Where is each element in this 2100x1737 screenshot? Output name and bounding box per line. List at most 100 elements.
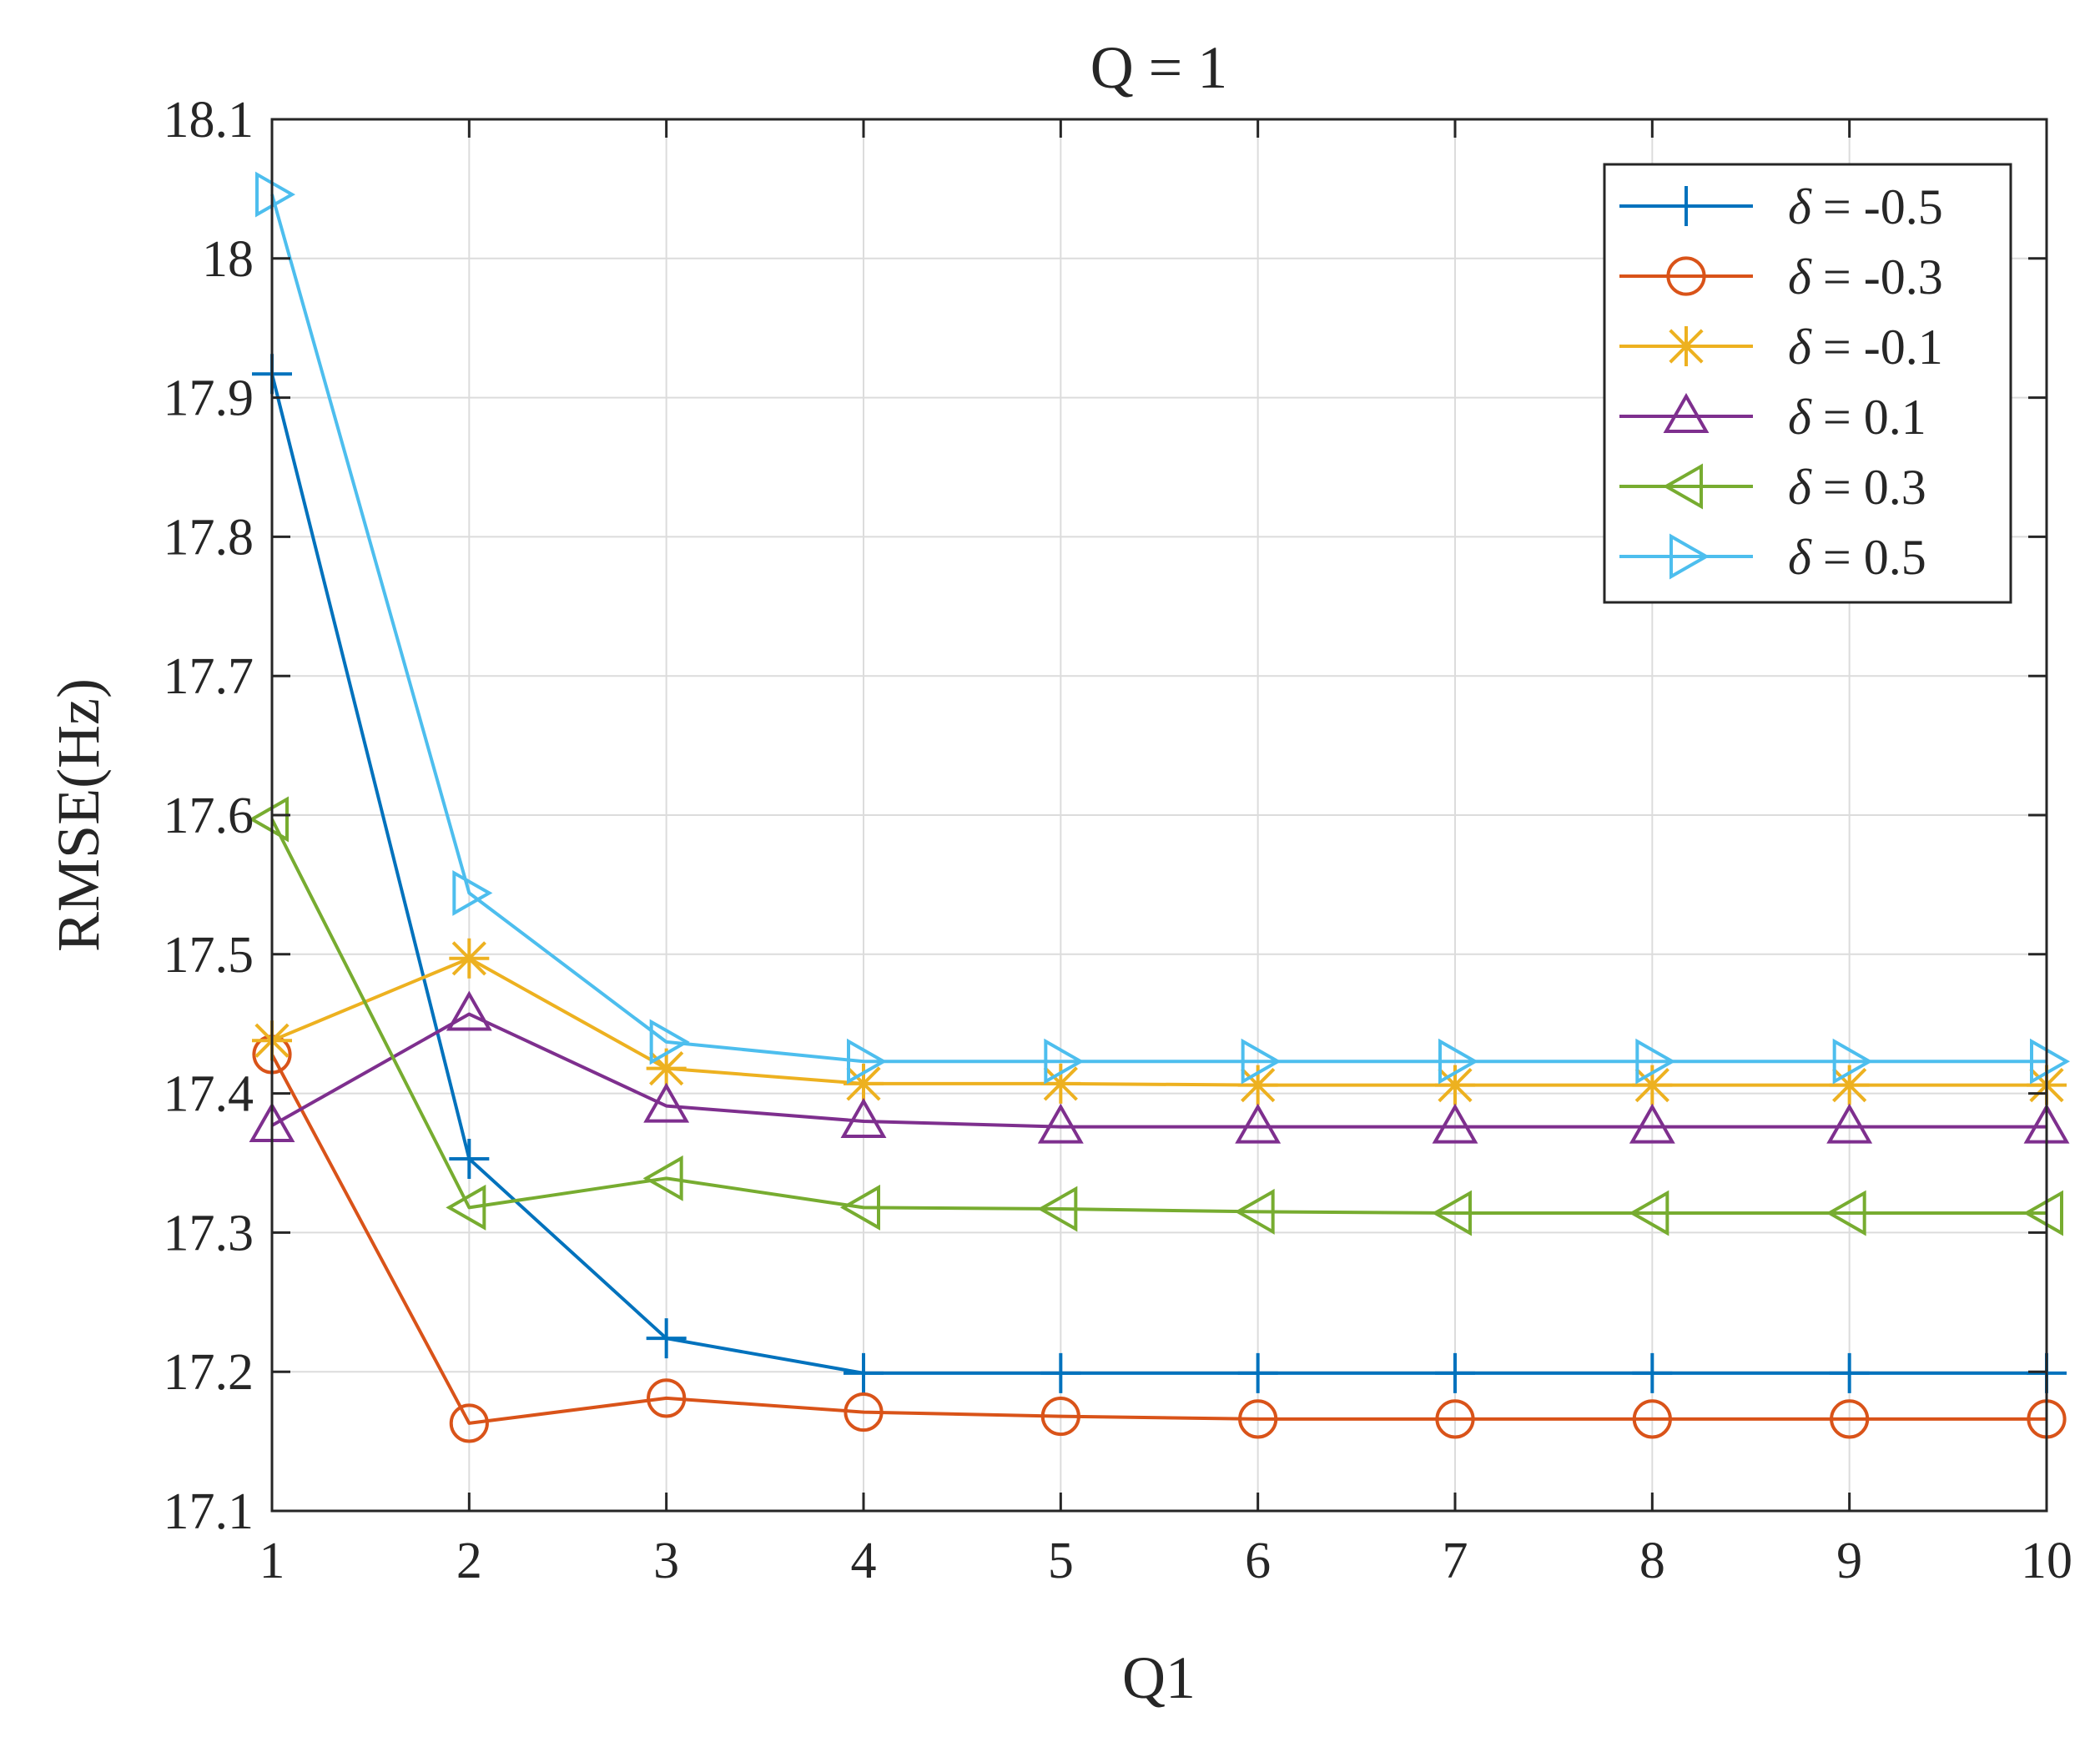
- legend-delta-symbol: δ: [1788, 320, 1812, 375]
- data-point: [1826, 1103, 1873, 1144]
- legend-item: δ = 0.1: [1619, 390, 1926, 445]
- data-point: [1040, 1352, 1081, 1393]
- x-tick-label: 4: [851, 1533, 877, 1589]
- legend-item: δ = 0.3: [1619, 460, 1926, 515]
- data-point: [1629, 1190, 1669, 1236]
- data-point: [1832, 1038, 1873, 1085]
- legend-label: δ = 0.1: [1788, 390, 1926, 445]
- data-point: [1632, 1352, 1673, 1393]
- data-point: [1829, 1352, 1870, 1393]
- legend-box: [1603, 163, 2012, 604]
- series-0: [252, 354, 2067, 1393]
- data-point: [1435, 1399, 1475, 1439]
- ticks: 1 2 3 4 5 6 7 8 9 10 17.1 17.2 17.3 17.4 17.5 17.6 17.7 1…: [164, 92, 2073, 1589]
- data-point: [1040, 1063, 1081, 1104]
- data-point: [646, 1318, 687, 1359]
- x-tick-label: 2: [456, 1533, 482, 1589]
- data-point: [839, 1184, 880, 1231]
- y-tick-label: 17.3: [164, 1205, 254, 1261]
- data-point: [647, 1378, 687, 1418]
- legend-delta-symbol: δ: [1788, 460, 1812, 515]
- series-5: [255, 171, 2071, 1085]
- legend-label: δ = -0.3: [1788, 249, 1943, 305]
- legend-item: δ = -0.3: [1619, 249, 1943, 305]
- legend-item: δ = -0.5: [1619, 179, 1943, 234]
- legend-delta-symbol: δ: [1788, 530, 1812, 585]
- data-point: [844, 1063, 884, 1104]
- chart-title: Q = 1: [1090, 34, 1228, 101]
- legend-delta-value: = -0.1: [1823, 320, 1943, 375]
- legend-label: δ = 0.3: [1788, 460, 1926, 515]
- series-line: [270, 818, 2047, 1216]
- y-tick-label: 17.6: [164, 788, 254, 844]
- data-point: [1040, 1396, 1080, 1437]
- legend-delta-symbol: δ: [1788, 179, 1812, 234]
- data-point: [649, 1019, 690, 1065]
- series-3: [249, 990, 2070, 1144]
- y-tick-label: 17.4: [164, 1066, 254, 1123]
- data-point: [1438, 1038, 1479, 1085]
- series-4: [248, 796, 2063, 1236]
- x-tick-label: 9: [1836, 1533, 1862, 1589]
- data-point: [449, 938, 490, 979]
- legend-label: δ = 0.5: [1788, 530, 1926, 585]
- data-point: [446, 990, 492, 1031]
- data-point: [1044, 1038, 1085, 1085]
- data-point: [1826, 1190, 1866, 1236]
- data-point: [1234, 1188, 1275, 1235]
- legend-delta-value: = 0.1: [1823, 390, 1926, 445]
- legend-marker: [1666, 186, 1706, 226]
- series-line: [270, 194, 2047, 1064]
- data-point: [1830, 1399, 1870, 1439]
- y-tick-label: 17.9: [164, 370, 254, 427]
- data-point: [1635, 1038, 1676, 1085]
- data-point: [643, 1082, 690, 1123]
- legend-marker: [1666, 326, 1706, 366]
- data-point: [844, 1392, 884, 1432]
- x-tick-label: 6: [1245, 1533, 1271, 1589]
- series-2: [252, 938, 2067, 1105]
- x-tick-label: 8: [1639, 1533, 1665, 1589]
- series-layer: [248, 171, 2071, 1443]
- x-tick-label: 3: [653, 1533, 679, 1589]
- x-tick-label: 7: [1443, 1533, 1468, 1589]
- series-1: [252, 1035, 2067, 1443]
- data-point: [847, 1038, 888, 1085]
- data-point: [1629, 1103, 1675, 1144]
- x-tick-label: 1: [259, 1533, 285, 1589]
- y-axis-label: RMSE(Hz): [45, 678, 112, 952]
- y-tick-label: 17.7: [164, 648, 254, 705]
- legend-marker: [1663, 392, 1710, 433]
- legend-delta-symbol: δ: [1788, 249, 1812, 305]
- data-point: [449, 1403, 489, 1443]
- x-tick-label: 5: [1048, 1533, 1074, 1589]
- data-point: [2030, 1038, 2071, 1085]
- legend-delta-value: = 0.5: [1823, 530, 1926, 585]
- data-point: [452, 869, 493, 916]
- legend-delta-value: = -0.5: [1823, 179, 1943, 234]
- data-point: [1632, 1399, 1672, 1439]
- y-tick-label: 18.1: [164, 92, 254, 149]
- data-point: [1037, 1103, 1084, 1144]
- data-point: [255, 171, 296, 218]
- y-tick-label: 17.5: [164, 927, 254, 984]
- legend-delta-value: = 0.3: [1823, 460, 1926, 515]
- x-tick-label: 10: [2021, 1533, 2072, 1589]
- legend-delta-value: = -0.3: [1823, 249, 1943, 305]
- y-tick-label: 17.2: [164, 1344, 254, 1401]
- data-point: [642, 1155, 683, 1201]
- legend-label: δ = -0.1: [1788, 320, 1943, 375]
- y-tick-label: 17.8: [164, 509, 254, 566]
- legend-marker: [1662, 463, 1703, 510]
- y-tick-label: 17.1: [164, 1483, 254, 1540]
- data-point: [1235, 1103, 1282, 1144]
- legend-delta-symbol: δ: [1788, 390, 1812, 445]
- data-point: [840, 1097, 887, 1138]
- legend-item: δ = -0.1: [1619, 320, 1943, 375]
- x-axis-label: Q1: [1122, 1644, 1196, 1711]
- data-point: [248, 796, 289, 843]
- data-point: [1238, 1399, 1278, 1439]
- series-line: [270, 373, 2047, 1375]
